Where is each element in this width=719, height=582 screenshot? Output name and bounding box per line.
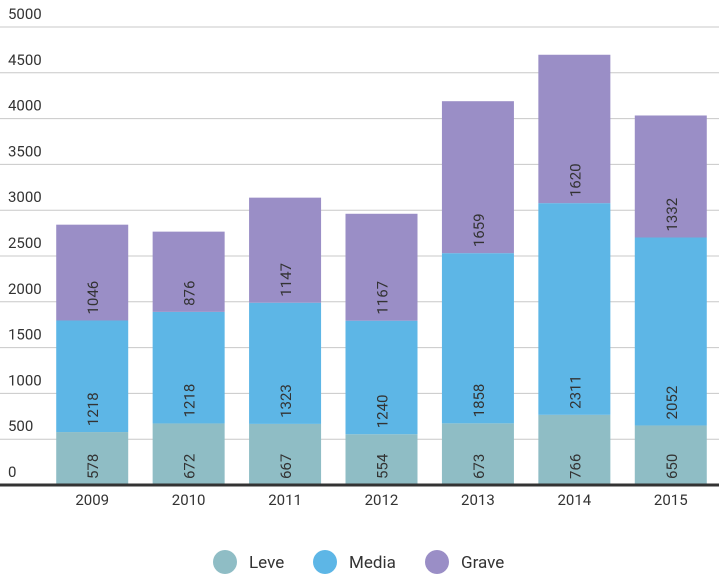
- legend-label: Media: [349, 553, 396, 573]
- bar-segment: [56, 224, 129, 321]
- data-label: 1332: [663, 198, 681, 232]
- y-tick-label: 3000: [8, 188, 42, 206]
- data-label: 667: [277, 454, 295, 479]
- y-tick-label: 5000: [8, 5, 42, 23]
- legend-swatch: [425, 550, 449, 574]
- bar-segment: [538, 414, 611, 485]
- x-tick-label: 2010: [172, 491, 206, 509]
- bar-segment: [152, 311, 225, 424]
- data-label: 1620: [566, 163, 584, 197]
- y-tick-label: 0: [8, 463, 16, 481]
- bar-segment: [249, 423, 322, 485]
- data-label: 2311: [566, 375, 584, 409]
- y-tick-label: 2500: [8, 234, 42, 252]
- data-label: 672: [181, 454, 199, 479]
- bar-segment: [538, 203, 611, 415]
- data-label: 1147: [277, 263, 295, 297]
- legend-swatch: [313, 550, 337, 574]
- data-label: 1858: [470, 384, 488, 418]
- y-tick-label: 500: [8, 417, 33, 435]
- x-tick-label: 2014: [557, 491, 591, 509]
- data-label: 1167: [374, 281, 392, 315]
- data-label: 2052: [663, 386, 681, 420]
- data-label: 876: [181, 281, 199, 306]
- y-tick-label: 1500: [8, 326, 42, 344]
- x-tick-label: 2012: [365, 491, 399, 509]
- bar-segment: [345, 320, 418, 435]
- legend-label: Grave: [461, 553, 504, 573]
- x-tick-label: 2011: [268, 491, 302, 509]
- y-tick-label: 4000: [8, 97, 42, 115]
- bar-segment: [538, 54, 611, 204]
- data-label: 673: [470, 454, 488, 479]
- bar-segment: [634, 115, 707, 238]
- data-label: 1323: [277, 384, 295, 418]
- bar-segment: [56, 320, 129, 433]
- bar-segment: [345, 434, 418, 485]
- x-tick-label: 2009: [75, 491, 109, 509]
- y-tick-label: 4500: [8, 51, 42, 69]
- data-label: 1218: [84, 392, 102, 426]
- data-label: 650: [663, 454, 681, 479]
- bar-segment: [152, 231, 225, 312]
- data-label: 1240: [374, 395, 392, 429]
- bar-segment: [345, 213, 418, 321]
- legend-swatch: [213, 550, 237, 574]
- bar-segment: [56, 432, 129, 485]
- data-label: 554: [374, 453, 392, 479]
- bar-segment: [249, 302, 322, 424]
- x-tick-label: 2013: [461, 491, 495, 509]
- data-label: 1659: [470, 213, 488, 247]
- data-label: 1218: [181, 384, 199, 418]
- data-label: 578: [84, 454, 102, 479]
- bar-segment: [634, 425, 707, 485]
- bar-segment: [441, 253, 514, 424]
- bar-segment: [634, 237, 707, 426]
- x-tick-label: 2015: [654, 491, 688, 509]
- bar-segment: [441, 101, 514, 254]
- y-tick-label: 1000: [8, 371, 42, 389]
- data-label: 1046: [84, 281, 102, 315]
- bar-segment: [152, 423, 225, 485]
- bar-segment: [249, 197, 322, 303]
- data-label: 766: [566, 454, 584, 479]
- y-tick-label: 3500: [8, 142, 42, 160]
- y-tick-label: 2000: [8, 280, 42, 298]
- bar-segment: [441, 423, 514, 485]
- legend-label: Leve: [249, 553, 284, 573]
